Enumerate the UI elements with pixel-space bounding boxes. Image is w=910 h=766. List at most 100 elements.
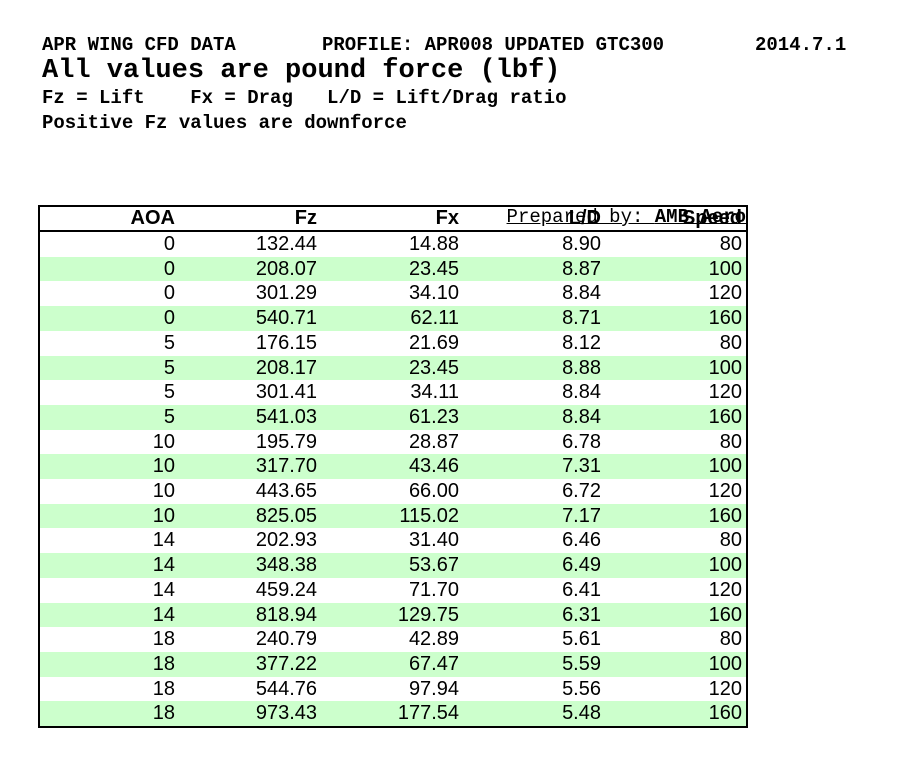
table-row: 18 544.76 97.94 5.56 120 (39, 677, 747, 702)
table-row: 14 202.93 31.40 6.46 80 (39, 528, 747, 553)
cell-aoa: 10 (152, 455, 175, 478)
downforce-note: Positive Fz values are downforce (42, 112, 407, 134)
cell-speed: 120 (708, 480, 742, 503)
cell-fx: 21.69 (408, 331, 459, 354)
cell-fz: 240.79 (255, 628, 317, 651)
cell-speed: 120 (708, 677, 742, 700)
cell-fx: 28.87 (408, 430, 459, 453)
table-row: 10 195.79 28.87 6.78 80 (39, 430, 747, 455)
cell-ld: 8.88 (562, 356, 601, 379)
table-row: 18 240.79 42.89 5.61 80 (39, 627, 747, 652)
cell-ld: 8.84 (562, 405, 601, 428)
abbreviation-legend: Fz = Lift Fx = Drag L/D = Lift/Drag rati… (42, 87, 567, 109)
cell-aoa: 0 (163, 257, 175, 280)
table-row: 14 818.94 129.75 6.31 160 (39, 602, 747, 628)
cell-aoa: 18 (152, 702, 175, 725)
cell-fz: 348.38 (255, 554, 317, 577)
cell-fx: 61.23 (408, 405, 459, 428)
cell-speed: 160 (708, 603, 742, 626)
cell-fx: 53.67 (408, 554, 459, 577)
cell-fz: 208.17 (255, 356, 317, 379)
cell-speed: 160 (708, 702, 742, 725)
table-header-row: AOA Fz Fx L/D Speed (39, 206, 747, 232)
cell-aoa: 14 (152, 603, 175, 626)
cell-fz: 377.22 (255, 652, 317, 675)
cell-fz: 208.07 (255, 257, 317, 280)
profile-label: PROFILE: APR008 UPDATED GTC300 (322, 34, 665, 56)
cell-fx: 23.45 (408, 356, 459, 379)
table-row: 0 301.29 34.10 8.84 120 (39, 281, 747, 306)
table-row: 5 541.03 61.23 8.84 160 (39, 404, 747, 430)
title-line: APR WING CFD DATA PROFILE: APR008 UPDATE… (0, 34, 910, 56)
table-row: 5 176.15 21.69 8.12 80 (39, 331, 747, 356)
cell-ld: 8.84 (562, 282, 601, 305)
cell-ld: 8.87 (562, 257, 601, 280)
cell-fz: 541.03 (255, 405, 317, 428)
cell-speed: 100 (708, 455, 742, 478)
column-header-ld: L/D (463, 206, 605, 232)
cell-aoa: 10 (152, 430, 175, 453)
table-row: 0 208.07 23.45 8.87 100 (39, 256, 747, 282)
cell-aoa: 0 (163, 282, 175, 305)
cell-aoa: 18 (152, 628, 175, 651)
table-header: AOA Fz Fx L/D Speed (39, 206, 747, 232)
cell-fx: 71.70 (408, 578, 459, 601)
table-row: 18 973.43 177.54 5.48 160 (39, 701, 747, 728)
cell-aoa: 18 (152, 652, 175, 675)
column-header-aoa: AOA (39, 206, 179, 232)
cell-aoa: 10 (152, 480, 175, 503)
cell-speed: 80 (719, 529, 742, 552)
table-row: 10 317.70 43.46 7.31 100 (39, 454, 747, 480)
cell-fx: 23.45 (408, 257, 459, 280)
cell-ld: 8.12 (562, 331, 601, 354)
cell-speed: 160 (708, 307, 742, 330)
cell-aoa: 5 (163, 381, 175, 404)
cell-speed: 80 (719, 233, 742, 255)
cell-ld: 5.59 (562, 652, 601, 675)
cell-fx: 14.88 (408, 233, 459, 255)
cell-ld: 8.84 (562, 381, 601, 404)
cell-fx: 129.75 (397, 603, 459, 626)
cell-aoa: 5 (163, 356, 175, 379)
table-row: 14 348.38 53.67 6.49 100 (39, 553, 747, 578)
document-title: APR WING CFD DATA (42, 34, 236, 56)
cell-aoa: 0 (163, 233, 175, 255)
cell-aoa: 18 (152, 677, 175, 700)
table-row: 5 301.41 34.11 8.84 120 (39, 380, 747, 405)
cell-speed: 120 (708, 578, 742, 601)
cell-aoa: 0 (163, 307, 175, 330)
cell-aoa: 14 (152, 554, 175, 577)
cell-ld: 6.41 (562, 578, 601, 601)
table-body: 0 132.44 14.88 8.90 80 0 208.07 23.45 8.87 100 0 30… (39, 231, 747, 728)
cell-fz: 301.41 (255, 381, 317, 404)
cell-fz: 317.70 (255, 455, 317, 478)
cell-fz: 202.93 (255, 529, 317, 552)
cell-fx: 66.00 (408, 480, 459, 503)
table-row: 10 443.65 66.00 6.72 120 (39, 479, 747, 504)
cell-fz: 176.15 (255, 331, 317, 354)
cell-aoa: 14 (152, 578, 175, 601)
cell-fx: 31.40 (408, 529, 459, 552)
cell-speed: 80 (719, 628, 742, 651)
table-row: 0 132.44 14.88 8.90 80 (39, 231, 747, 257)
cell-speed: 120 (708, 282, 742, 305)
cfd-data-table: AOA Fz Fx L/D Speed 0 132.44 14.88 8.90 80 0 2… (38, 205, 748, 729)
cell-ld: 6.31 (562, 603, 601, 626)
cell-ld: 5.48 (562, 702, 601, 725)
table-row: 0 540.71 62.11 8.71 160 (39, 306, 747, 331)
table-row: 18 377.22 67.47 5.59 100 (39, 651, 747, 677)
cell-ld: 6.78 (562, 430, 601, 453)
cell-ld: 6.49 (562, 554, 601, 577)
column-header-fx: Fx (321, 206, 463, 232)
cell-fz: 825.05 (255, 504, 317, 527)
cell-fz: 195.79 (255, 430, 317, 453)
cell-ld: 6.46 (562, 529, 601, 552)
cell-ld: 7.31 (562, 455, 601, 478)
cell-ld: 5.56 (562, 677, 601, 700)
cell-fx: 177.54 (397, 702, 459, 725)
cell-fz: 301.29 (255, 282, 317, 305)
cell-ld: 7.17 (562, 504, 601, 527)
document-date: 2014.7.1 (755, 34, 847, 56)
cell-aoa: 14 (152, 529, 175, 552)
